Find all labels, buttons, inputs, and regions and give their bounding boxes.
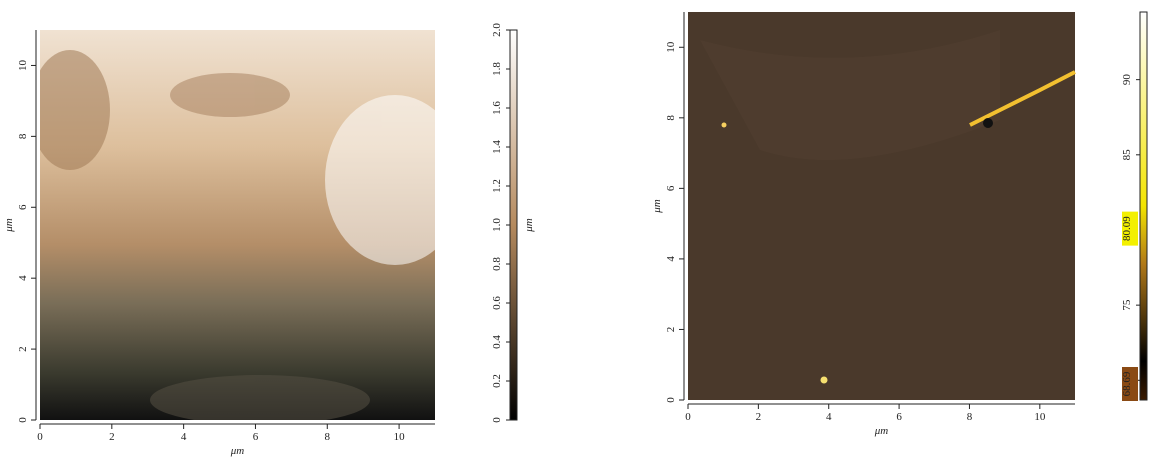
y-axis-label: μm xyxy=(3,218,15,233)
x-tick-label: 2 xyxy=(109,431,115,443)
colorbar-tick-label: 1.0 xyxy=(491,218,503,232)
x-axis-label: μm xyxy=(874,425,889,437)
y-axis-label: μm xyxy=(651,199,663,214)
y-tick-label: 8 xyxy=(17,133,29,139)
colorbar-tick-label: 85 xyxy=(1121,149,1133,161)
colorbar-tick-label: 0.8 xyxy=(491,257,503,271)
colorbar-tick-label: 1.4 xyxy=(491,140,503,154)
colorbar-marker-label: 80.09 xyxy=(1121,216,1133,241)
x-tick-label: 2 xyxy=(756,411,762,423)
y-tick-label: 10 xyxy=(17,59,29,71)
figure: 0 2 4 6 8 10 0 2 4 6 8 10 μm μm 0 0.2 0.4 0.6 0.8 1.0 1.2 1.4… xyxy=(0,0,1155,457)
y-tick-label: 6 xyxy=(665,185,677,191)
colorbar-tick-label: 0.4 xyxy=(491,335,503,349)
colorbar-tick-label: 1.8 xyxy=(491,62,503,76)
x-tick-label: 0 xyxy=(685,411,691,423)
y-tick-label: 8 xyxy=(665,115,677,121)
colorbar-marker-label: 68.69 xyxy=(1121,371,1133,396)
y-tick-label: 0 xyxy=(665,397,677,403)
panel-2-image xyxy=(688,12,1075,400)
x-tick-label: 4 xyxy=(826,411,832,423)
x-tick-label: 6 xyxy=(253,431,259,443)
colorbar-tick-label: 75 xyxy=(1121,299,1133,311)
colorbar-tick-label: 2.0 xyxy=(491,23,503,37)
colorbar-tick-label: 0 xyxy=(491,417,503,423)
y-tick-label: 4 xyxy=(17,275,29,281)
colorbar-tick-label: 1.2 xyxy=(491,179,503,193)
x-tick-label: 8 xyxy=(967,411,973,423)
y-tick-label: 4 xyxy=(665,256,677,262)
y-tick-label: 2 xyxy=(17,346,29,352)
y-tick-label: 0 xyxy=(17,417,29,423)
y-tick-label: 2 xyxy=(665,327,677,333)
colorbar-tick-label: 90 xyxy=(1121,74,1133,86)
x-tick-label: 4 xyxy=(181,431,187,443)
colorbar-tick-label: 1.6 xyxy=(491,101,503,115)
colorbar xyxy=(1140,12,1147,400)
y-tick-label: 6 xyxy=(17,204,29,210)
x-tick-label: 6 xyxy=(896,411,902,423)
x-tick-label: 10 xyxy=(1034,411,1046,423)
x-axis-label: μm xyxy=(230,445,245,457)
colorbar-label: μm xyxy=(523,218,535,233)
colorbar-tick-label: 0.2 xyxy=(491,374,503,388)
colorbar xyxy=(510,30,517,420)
y-tick-label: 10 xyxy=(665,41,677,53)
colorbar-tick-label: 0.6 xyxy=(491,296,503,310)
x-tick-label: 0 xyxy=(37,431,43,443)
panel-1-image xyxy=(30,30,465,425)
x-tick-label: 8 xyxy=(325,431,331,443)
x-tick-label: 10 xyxy=(394,431,406,443)
